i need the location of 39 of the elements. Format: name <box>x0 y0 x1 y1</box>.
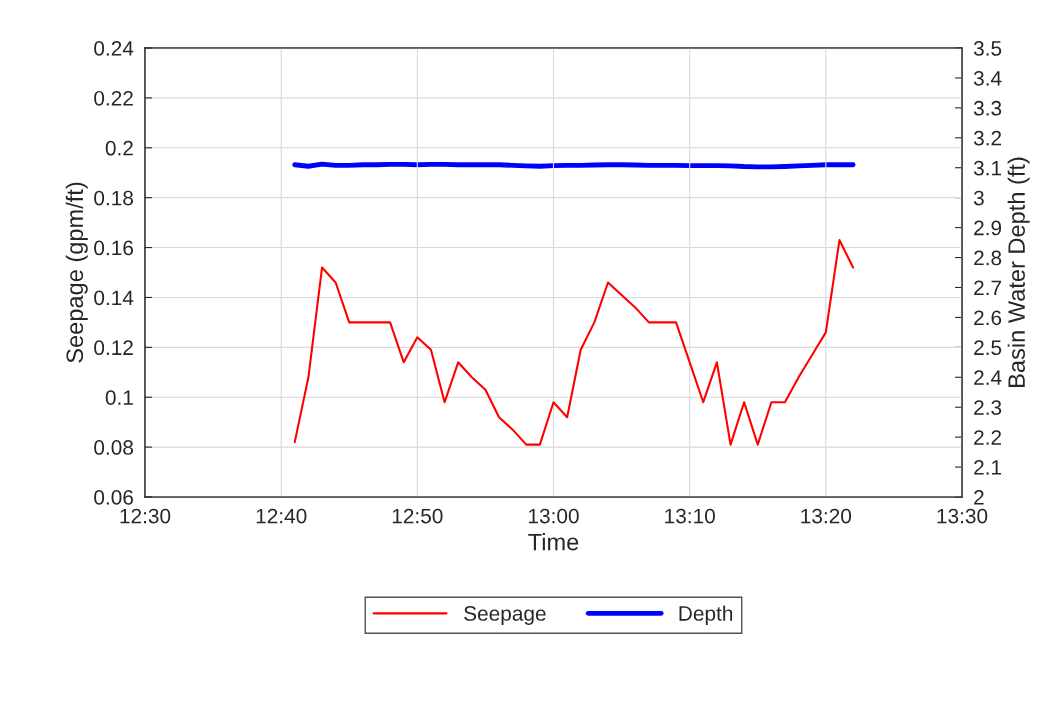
y-tick-label: 0.14 <box>94 290 134 306</box>
y2-tick-label: 3 <box>973 190 984 206</box>
x-tick-label: 12:40 <box>256 508 307 524</box>
x-tick-label: 12:30 <box>120 508 171 524</box>
y-tick-label: 0.18 <box>94 190 133 206</box>
x-tick-label: 12:50 <box>392 508 443 524</box>
y-tick-label: 0.12 <box>94 340 133 356</box>
y-tick-label: 0.2 <box>105 140 133 156</box>
y-axis-title: Seepage (gpm/ft) <box>65 182 88 363</box>
x-tick-label: 13:30 <box>937 508 988 524</box>
x-tick-label: 13:10 <box>665 508 715 524</box>
y-tick-label: 0.24 <box>94 41 134 56</box>
y-tick-label: 0.16 <box>94 240 133 256</box>
y2-tick-label: 3.1 <box>973 160 1002 176</box>
y2-tick-label: 2.7 <box>974 280 1002 296</box>
y2-tick-label: 2.1 <box>974 460 1002 475</box>
y2-tick-label: 3.2 <box>973 130 1002 146</box>
legend-label: Depth <box>679 605 733 625</box>
y-tick-label: 0.06 <box>94 490 133 505</box>
y-tick-label: 0.1 <box>105 390 133 405</box>
x-tick-label: 13:00 <box>529 508 579 524</box>
y2-tick-label: 2.2 <box>974 430 1002 445</box>
x-axis-title: Time <box>528 533 579 551</box>
y-tick-label: 0.08 <box>94 440 133 455</box>
y2-tick-label: 3.4 <box>973 70 1002 86</box>
y2-tick-label: 2.9 <box>974 220 1002 236</box>
y2-tick-label: 2.6 <box>974 310 1002 326</box>
y-tick-label: 0.22 <box>94 90 133 106</box>
y2-tick-label: 2 <box>974 490 984 505</box>
y2-tick-label: 3.3 <box>973 100 1002 116</box>
y2-tick-label: 3.5 <box>973 41 1002 56</box>
y2-tick-label: 2.3 <box>974 400 1002 415</box>
y2-axis-title: Basin Water Depth (ft) <box>1007 157 1030 387</box>
y2-tick-label: 2.5 <box>974 340 1002 356</box>
y2-tick-label: 2.8 <box>974 250 1002 266</box>
x-tick-label: 13:20 <box>801 508 852 524</box>
line-series <box>293 239 855 446</box>
y2-tick-label: 2.4 <box>974 370 1002 385</box>
legend-label: Seepage <box>464 606 546 625</box>
